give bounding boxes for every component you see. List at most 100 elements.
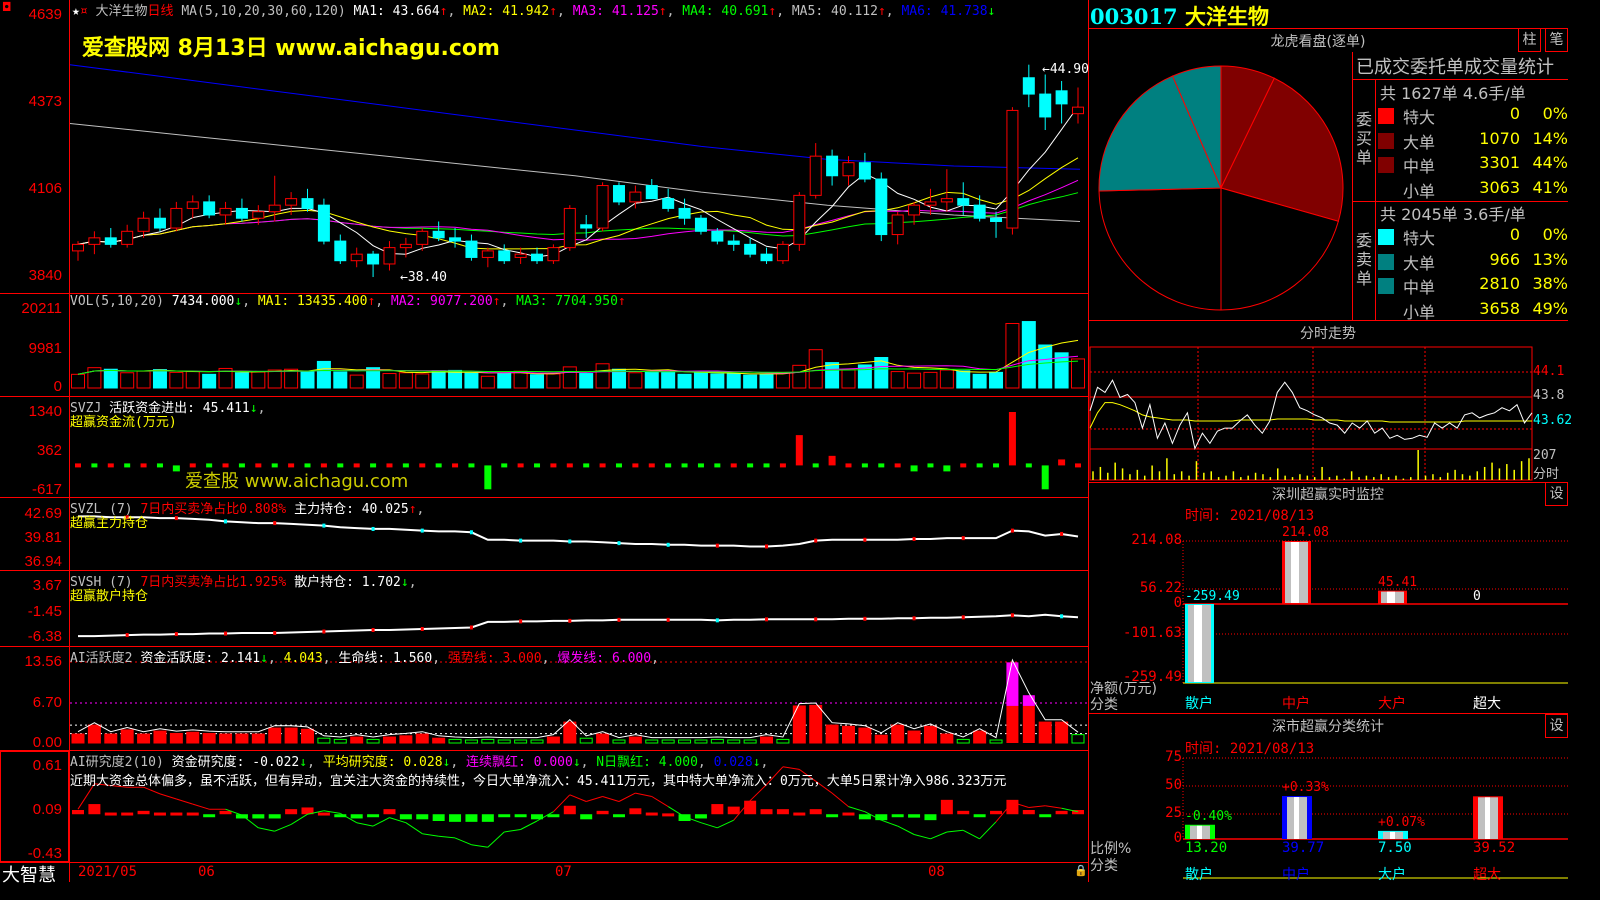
ai-research-line — [1028, 805, 1046, 808]
svzl-tick — [125, 515, 129, 520]
period-label[interactable]: 日线 — [147, 4, 174, 19]
ai-research-line — [586, 796, 603, 802]
ai-active-bar — [104, 733, 118, 744]
ai-research-bar — [1055, 810, 1068, 815]
ai-active-bar — [858, 727, 872, 744]
sell-row-label: 特大 — [1403, 229, 1436, 248]
price-axis-label: 3840 — [28, 267, 62, 284]
sz-class-xlabel: 分类 — [1090, 858, 1118, 874]
ai-research-line — [766, 766, 784, 785]
sz-class-settings-button[interactable]: 设 — [1545, 714, 1568, 738]
ma2-value: MA2: 41.942 — [463, 4, 550, 19]
star-icon[interactable]: ★ — [72, 4, 80, 19]
volume-bar — [710, 373, 725, 389]
ai-research-line — [225, 808, 243, 816]
ai-active-bar — [481, 738, 495, 744]
ai-active-bar — [301, 728, 315, 744]
sz-class-value: 13.20 — [1185, 840, 1228, 856]
ma5-line — [77, 106, 1079, 258]
volume-bar — [644, 371, 659, 389]
ai-research-line — [504, 829, 521, 833]
svzj-bar — [960, 463, 967, 468]
vol-ma1: MA1: 13435.400 — [257, 294, 368, 309]
svzl-value: 主力持仓: 40.025 — [294, 502, 409, 517]
ai-active-bar — [514, 739, 528, 744]
sz-class-axis-label: 25 — [1165, 805, 1182, 821]
ai-research-line — [438, 835, 456, 839]
ai-life-line: 生命线: 1.560 — [338, 651, 433, 666]
volume-bar — [972, 373, 987, 389]
ai-research-line — [799, 768, 816, 782]
ai-active-bar — [87, 724, 101, 744]
ai-research-bar — [858, 814, 871, 820]
candle-body — [449, 237, 462, 242]
candle-body — [727, 240, 740, 245]
vol-ma2: MA2: 9077.200 — [390, 294, 493, 309]
window-icon[interactable]: ◘ — [3, 0, 11, 14]
volume-bar — [759, 373, 774, 389]
svzj-bar — [1025, 463, 1032, 468]
ai-research-bar — [776, 809, 789, 815]
svzj-bar — [993, 463, 1000, 468]
candle-body — [645, 185, 658, 200]
date-axis-label: 2021/05 — [78, 864, 138, 880]
ai-active-bar — [71, 733, 85, 744]
ma3-value: MA3: 41.125 — [572, 4, 659, 19]
svzj-bar — [763, 463, 770, 468]
ai-research-bar — [924, 814, 937, 821]
candle-body — [563, 207, 576, 249]
svzl-tick — [322, 523, 326, 528]
svzj-bar — [943, 465, 951, 472]
svzj-bar — [337, 463, 344, 468]
lock-icon[interactable]: 🔒 — [1074, 864, 1088, 877]
ai-active-bar — [956, 738, 970, 744]
svzl-tick — [1010, 528, 1014, 533]
ai-active-bar — [530, 739, 544, 744]
ai-active-bar — [251, 733, 265, 744]
ai-research-bar — [317, 812, 330, 816]
candle-body — [170, 207, 183, 229]
tick-view-button[interactable]: 笔 — [1545, 28, 1568, 52]
ai-research-bar — [72, 810, 84, 815]
ai-research-line — [258, 827, 275, 832]
candle-body — [432, 230, 445, 239]
ai-active-bar — [350, 736, 364, 744]
volume-bar — [185, 371, 200, 389]
ai-research-bar — [219, 810, 232, 815]
ai-active-axis-label: 0.00 — [32, 734, 62, 751]
bar-view-button[interactable]: 柱 — [1518, 28, 1541, 52]
intraday-avg-line — [1089, 402, 1532, 429]
sz-monitor-settings-button[interactable]: 设 — [1545, 482, 1568, 506]
volume-bar — [579, 373, 594, 389]
stock-title: 003017 大洋生物 — [1090, 1, 1269, 31]
ai-active-bar — [382, 736, 396, 744]
ai-research-line — [241, 814, 259, 829]
volume-bar — [333, 371, 348, 389]
candle-body — [219, 207, 232, 216]
buy-row-value: 0 — [1509, 104, 1520, 123]
volume-bar — [907, 372, 922, 389]
ai-research-bar — [973, 814, 986, 818]
sz-monitor-time: 时间: 2021/08/13 — [1185, 508, 1315, 524]
ma10-line — [77, 157, 1079, 250]
svsh-tick — [1010, 613, 1014, 618]
ai-research-line — [471, 844, 488, 848]
buy-row-value: 1070 — [1479, 128, 1520, 148]
up-arrow-icon: ↑ — [492, 294, 501, 309]
volume-axis-label: 9981 — [28, 340, 62, 357]
ai-research-bar — [809, 809, 822, 815]
ai-research-bar — [760, 809, 773, 815]
up-arrow-icon: ↑ — [617, 294, 626, 309]
svzl-line — [78, 515, 1079, 548]
sell-summary: 共 2045单 3.6手/单 — [1380, 205, 1526, 224]
ai-active-bar — [1006, 705, 1019, 743]
down-arrow-icon: ↓ — [299, 755, 308, 770]
volume-bar — [562, 366, 577, 389]
ai-research-line — [1012, 801, 1029, 808]
volume-bar — [415, 373, 430, 389]
ai-research-line — [897, 825, 915, 835]
svzj-bar — [747, 463, 754, 468]
svzj-bar — [206, 463, 213, 468]
ai-research-line — [307, 810, 325, 815]
